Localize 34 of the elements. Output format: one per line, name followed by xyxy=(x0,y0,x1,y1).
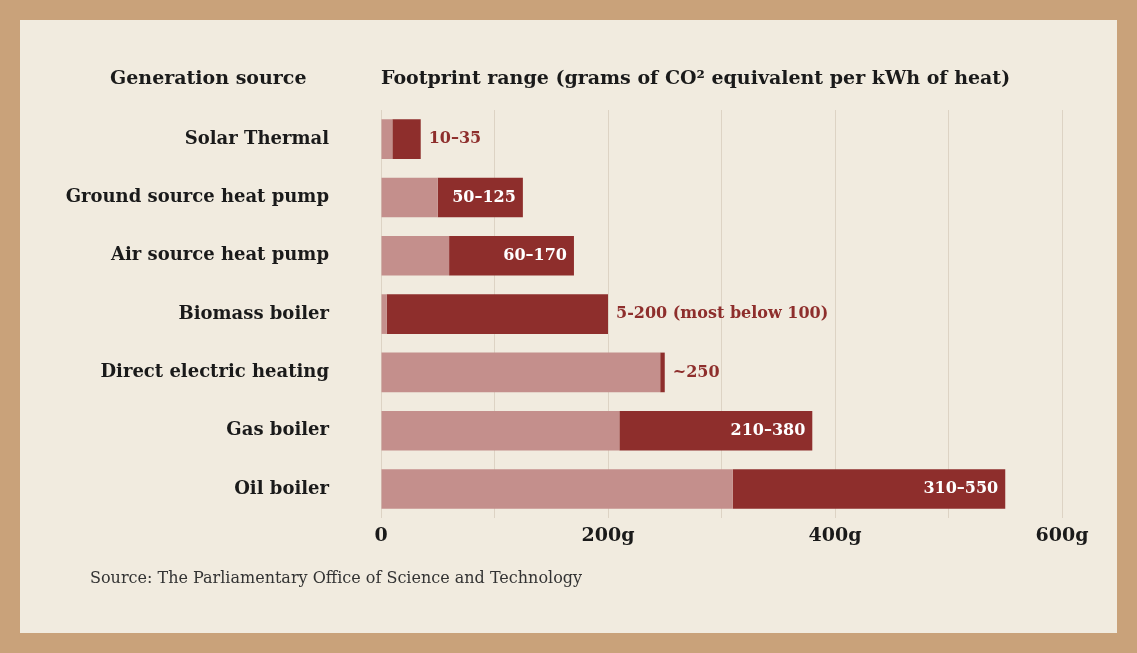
bar xyxy=(392,119,421,159)
y-axis-title: Generation source xyxy=(110,66,307,88)
annotation: 60–170 xyxy=(503,244,567,264)
bar xyxy=(381,177,438,218)
annotation: ~250 xyxy=(672,361,720,381)
annotation: 5-200 (most below 100) xyxy=(616,303,829,323)
bar xyxy=(660,352,665,393)
y-tick-label: Direct electric heating xyxy=(100,360,330,382)
bar xyxy=(619,410,813,451)
chart-title: Footprint range (grams of CO² equivalent per kWh of heat) xyxy=(381,66,1011,88)
y-tick-label: Biomass boiler xyxy=(178,301,330,323)
bar xyxy=(449,235,574,276)
x-tick-label: 200g xyxy=(581,522,635,545)
bar xyxy=(381,119,393,159)
x-tick-label: 0 xyxy=(374,522,388,545)
bar xyxy=(381,235,450,276)
annotation: 50–125 xyxy=(452,186,516,206)
y-tick-label: Air source heat pump xyxy=(109,243,329,265)
x-tick-label: 600g xyxy=(1035,522,1089,545)
bar xyxy=(386,294,608,334)
source-note: Source: The Parliamentary Office of Science and Technology xyxy=(90,568,583,587)
y-tick-label: Ground source heat pump xyxy=(65,185,329,207)
annotation: 10–35 xyxy=(428,128,482,148)
bar xyxy=(381,469,733,509)
bar xyxy=(381,410,620,451)
bar xyxy=(381,294,387,334)
bar xyxy=(381,352,661,393)
bar xyxy=(732,469,1006,509)
y-tick-label: Solar Thermal xyxy=(184,126,330,148)
y-tick-label: Oil boiler xyxy=(234,476,330,498)
y-tick-label: Gas boiler xyxy=(226,418,330,440)
annotation: 310–550 xyxy=(923,478,999,498)
x-tick-label: 400g xyxy=(808,522,862,545)
annotation: 210–380 xyxy=(730,419,806,439)
